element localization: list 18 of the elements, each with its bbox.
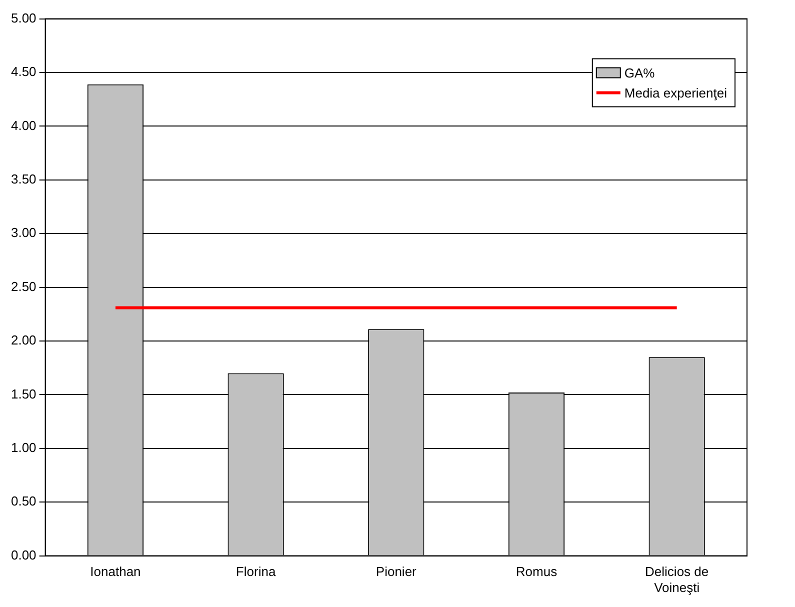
y-tick-label: 5.00: [10, 10, 36, 26]
x-tick-label: Romus: [516, 564, 558, 580]
y-tick-label: 4.00: [10, 118, 36, 133]
x-tick-label: Pionier: [376, 564, 418, 580]
y-tick-label: 4.50: [10, 64, 36, 80]
x-tick-label: Florina: [236, 564, 276, 580]
y-tick-label: 1.50: [10, 386, 36, 402]
x-tick-label: Delicios de Voineşti: [645, 564, 709, 595]
y-tick-label: 2.50: [10, 278, 36, 294]
y-tick-label: 2.00: [10, 332, 36, 348]
legend-label: GA%: [624, 65, 656, 80]
y-tick-label: 3.50: [10, 171, 36, 186]
x-tick-label: Ionathan: [90, 564, 141, 580]
y-tick-label: 1.00: [10, 440, 36, 455]
y-tick-label: 0.00: [10, 547, 36, 562]
y-tick-label: 3.00: [10, 225, 36, 240]
legend-label: Media experienţei: [624, 85, 728, 100]
y-tick-label: 0.50: [10, 494, 36, 509]
